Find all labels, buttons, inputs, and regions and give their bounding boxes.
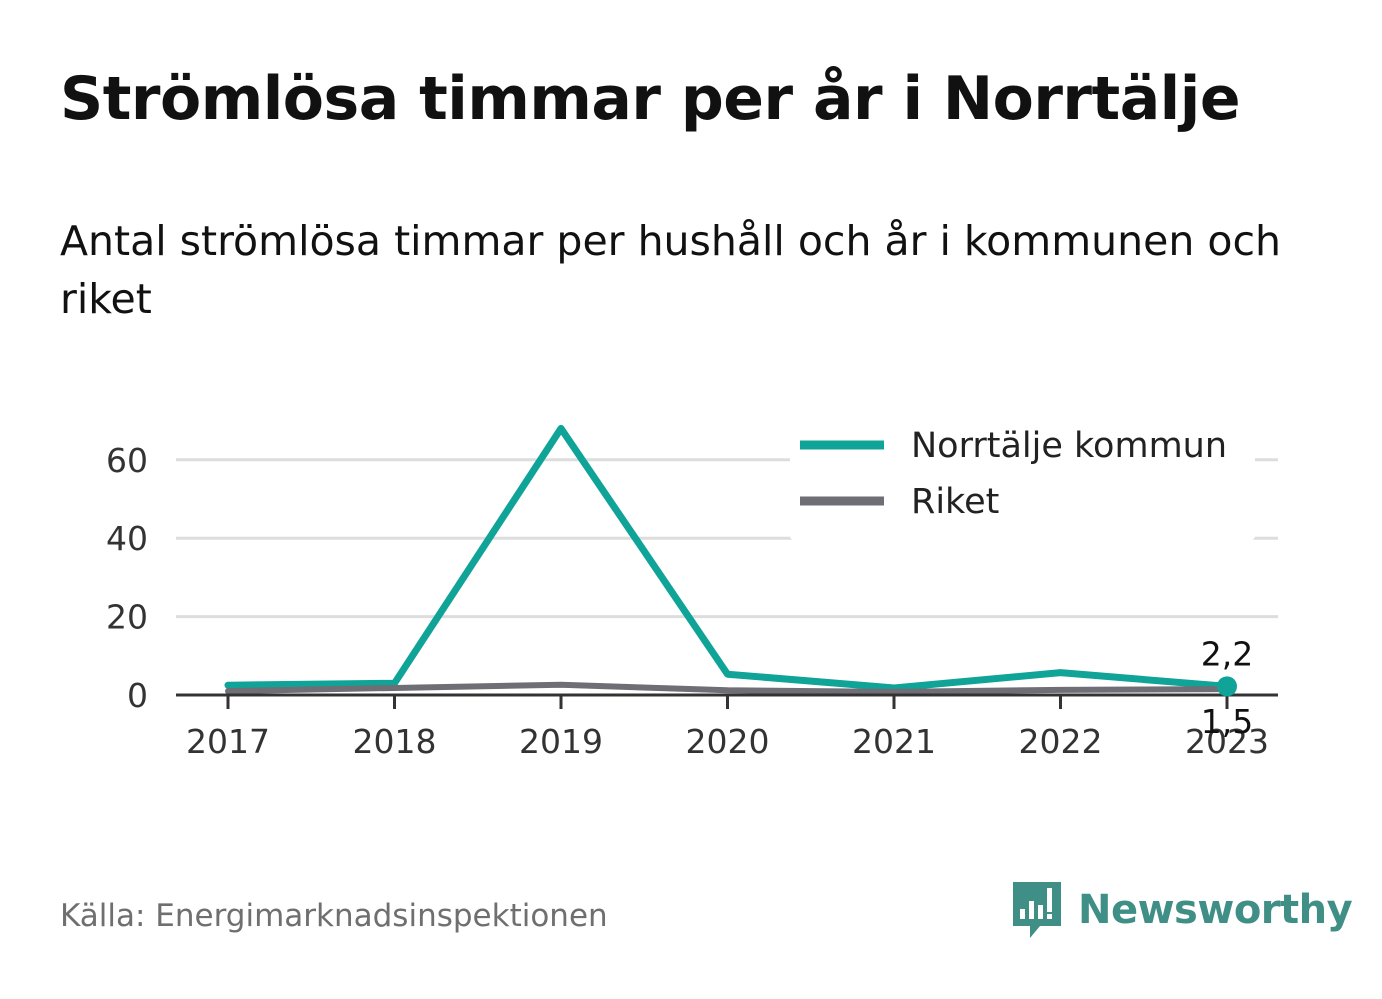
end-label-norrtalje: 2,2	[1201, 634, 1253, 673]
newsworthy-logo[interactable]: Newsworthy	[1010, 880, 1353, 940]
y-tick-label: 0	[127, 676, 148, 715]
legend-label: Norrtälje kommun	[911, 426, 1227, 466]
brand-name: Newsworthy	[1078, 887, 1353, 933]
bar-chart-speech-bubble-icon	[1013, 882, 1061, 938]
end-marker-norrtalje	[1217, 676, 1237, 697]
chart-title: Strömlösa timmar per år i Norrtälje	[60, 64, 1241, 134]
x-tick-label: 2020	[686, 722, 770, 761]
source-note: Källa: Energimarknadsinspektionen	[60, 898, 608, 934]
x-tick-label: 2019	[519, 722, 603, 761]
chart-subtitle: Antal strömlösa timmar per hushåll och å…	[60, 217, 1281, 323]
line-chart: 0 20 40 60 2017 2018 2019 2020 2021 2022 2023 2,2 1,…	[106, 422, 1278, 761]
x-tick-label: 2021	[852, 722, 936, 761]
x-tick-label: 2022	[1019, 722, 1103, 761]
x-tick-label: 2018	[353, 722, 437, 761]
x-tick-label: 2017	[186, 722, 270, 761]
x-tick-label: 2023	[1185, 722, 1269, 761]
y-tick-label: 20	[106, 598, 148, 637]
y-tick-label: 40	[106, 519, 148, 558]
y-tick-label: 60	[106, 441, 148, 480]
end-label-riket: 1,5	[1201, 702, 1253, 741]
legend-label: Riket	[911, 482, 999, 522]
legend-background	[790, 422, 1255, 540]
series-line-riket	[225, 681, 1230, 695]
series-line-norrtalje	[224, 424, 1231, 692]
